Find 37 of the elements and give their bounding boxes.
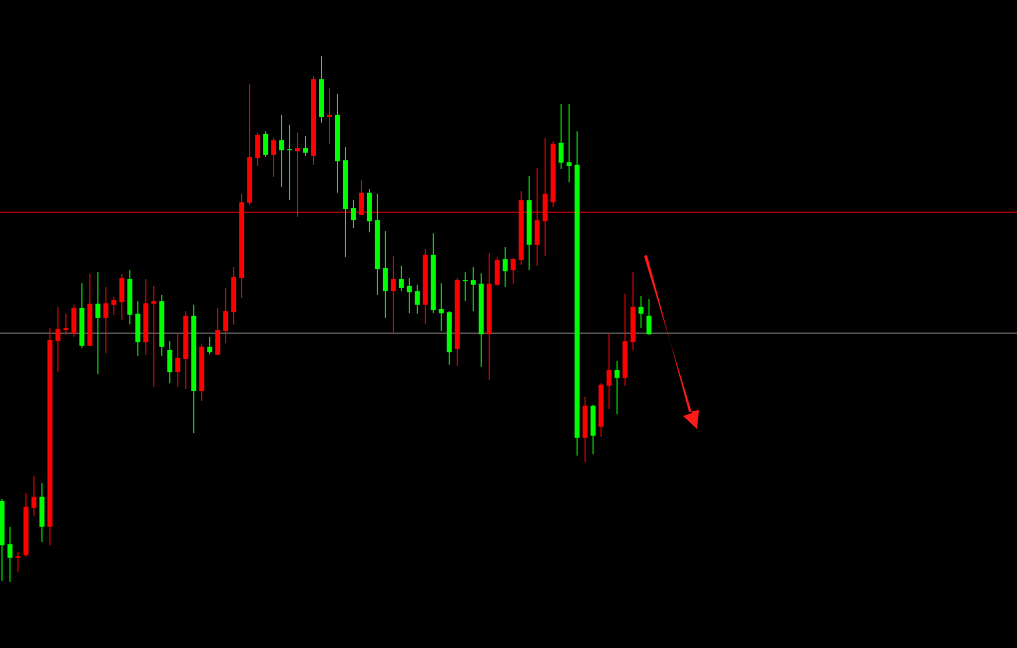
candlestick bbox=[223, 287, 229, 344]
candlestick bbox=[151, 285, 157, 388]
candlestick bbox=[382, 230, 388, 319]
candlestick bbox=[614, 360, 620, 415]
candlestick bbox=[438, 282, 444, 332]
candlestick bbox=[406, 277, 412, 314]
candlestick bbox=[279, 114, 285, 188]
candlestick bbox=[558, 103, 564, 170]
candlestick bbox=[103, 286, 109, 354]
candlestick bbox=[470, 266, 476, 312]
candlestick bbox=[606, 332, 612, 410]
candlestick bbox=[510, 257, 516, 285]
candlestick bbox=[263, 130, 269, 158]
candlestick bbox=[271, 137, 277, 178]
candlestick bbox=[63, 313, 69, 336]
candlestick bbox=[638, 295, 644, 329]
candlestick bbox=[303, 135, 309, 157]
candlestick bbox=[7, 526, 13, 583]
candlestick bbox=[55, 306, 61, 373]
candlestick bbox=[175, 332, 181, 388]
candlestick bbox=[350, 199, 356, 229]
candlestick bbox=[502, 246, 508, 288]
candlestick bbox=[414, 284, 420, 315]
candlestick bbox=[287, 124, 293, 201]
candlestick bbox=[31, 475, 37, 517]
candlestick bbox=[646, 298, 652, 336]
candlestick bbox=[398, 265, 404, 292]
candlestick bbox=[167, 340, 173, 384]
candlestick bbox=[295, 132, 301, 218]
candlestick bbox=[358, 179, 364, 216]
candlestick bbox=[95, 271, 101, 375]
candlestick bbox=[15, 551, 21, 573]
candlestick bbox=[326, 87, 332, 145]
candlestick bbox=[566, 103, 572, 183]
candlestick bbox=[390, 255, 396, 335]
candlestick bbox=[255, 132, 261, 167]
candlestick bbox=[462, 271, 468, 302]
